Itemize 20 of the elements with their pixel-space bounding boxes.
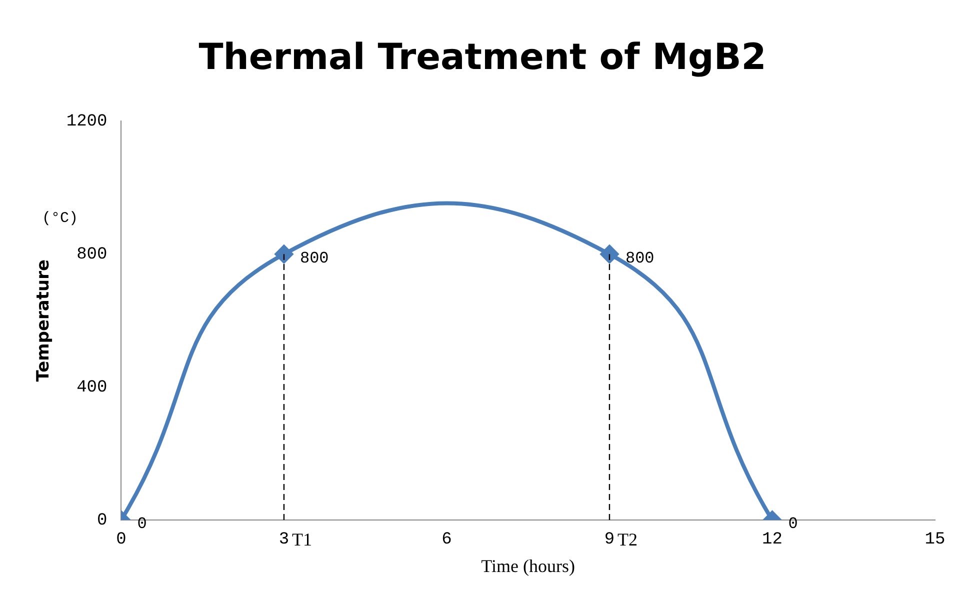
x-tick-label: 12 bbox=[762, 530, 782, 550]
x-axis-title: Time (hours) bbox=[481, 556, 576, 576]
text: (°C) bbox=[42, 210, 78, 227]
y-tick-label: 0 bbox=[97, 512, 108, 530]
x-tick-label: 0 bbox=[116, 530, 126, 550]
y-axis-title: Temperature bbox=[34, 259, 54, 382]
x-tick-label: 3 bbox=[278, 530, 290, 550]
ref-line-label: T1 bbox=[292, 530, 312, 550]
data-label: 800 bbox=[300, 249, 329, 268]
ref-line-label: T2 bbox=[617, 530, 638, 550]
data-label: 0 bbox=[137, 515, 147, 534]
x-tick-label: 9 bbox=[604, 530, 615, 550]
data-label: 0 bbox=[788, 515, 798, 534]
x-tick-label: 6 bbox=[442, 530, 452, 550]
x-tick-label: 15 bbox=[924, 530, 946, 550]
chart-title: Thermal Treatment of MgB2 bbox=[198, 36, 766, 78]
y-tick-label: 800 bbox=[76, 246, 108, 265]
y-tick-label: 1200 bbox=[66, 112, 108, 132]
y-tick-label: 400 bbox=[76, 378, 108, 398]
data-label: 800 bbox=[625, 249, 654, 268]
